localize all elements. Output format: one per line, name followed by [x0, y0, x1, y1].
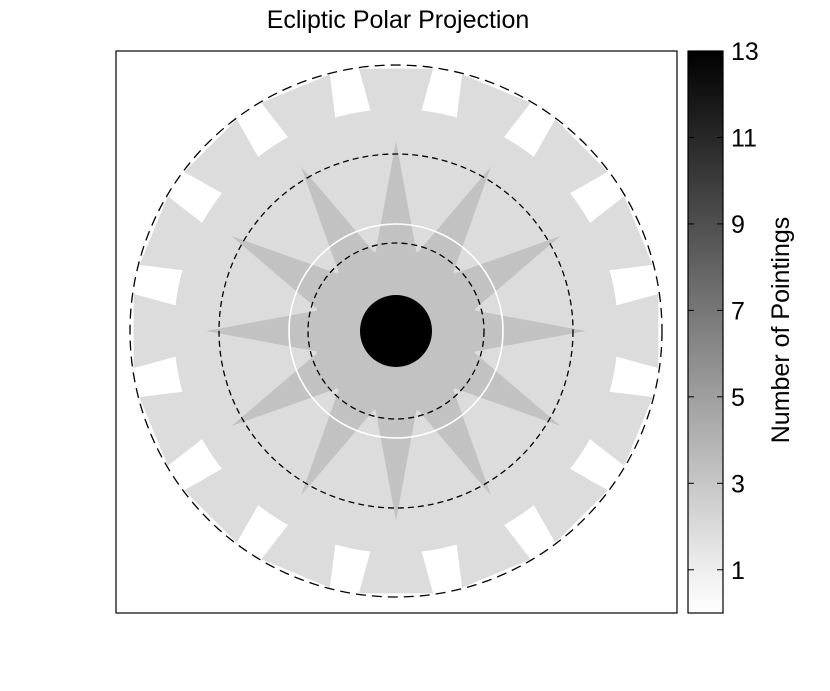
outer-field	[133, 293, 178, 369]
plot-area	[116, 51, 677, 613]
outer-dashed-circle	[129, 64, 663, 598]
outer-ring-fields	[133, 68, 659, 594]
outer-field	[588, 391, 653, 466]
colorbar-tick-label: 3	[731, 470, 745, 498]
center-cap	[360, 295, 432, 367]
colorbar-tick-label: 1	[731, 557, 745, 585]
colorbar-gradient	[688, 51, 723, 613]
outer-field	[588, 196, 653, 271]
inner-dashed-circle	[307, 242, 485, 420]
middle-dashed-circle	[218, 153, 574, 509]
outer-field	[456, 523, 531, 588]
colorbar-label: Number of Pointings	[767, 217, 795, 444]
outer-field	[358, 549, 434, 594]
outer-field	[261, 74, 336, 139]
outer-field	[358, 68, 434, 113]
outer-field	[456, 74, 531, 139]
colorbar-tick-label: 9	[731, 211, 745, 239]
colorbar-tick-label: 5	[731, 384, 745, 412]
reference-circles	[129, 64, 663, 598]
colorbar-tick-label: 11	[731, 124, 757, 152]
outer-field	[139, 196, 204, 271]
plot-frame	[115, 50, 678, 614]
outer-field	[139, 391, 204, 466]
colorbar-tick-label: 7	[731, 297, 745, 325]
outer-field	[614, 293, 659, 369]
white-reference-circle	[288, 223, 504, 439]
colorbar-frame	[687, 50, 724, 614]
colorbar-tick-label: 13	[731, 38, 759, 66]
outer-field	[261, 523, 336, 588]
chart-title: Ecliptic Polar Projection	[267, 6, 530, 34]
